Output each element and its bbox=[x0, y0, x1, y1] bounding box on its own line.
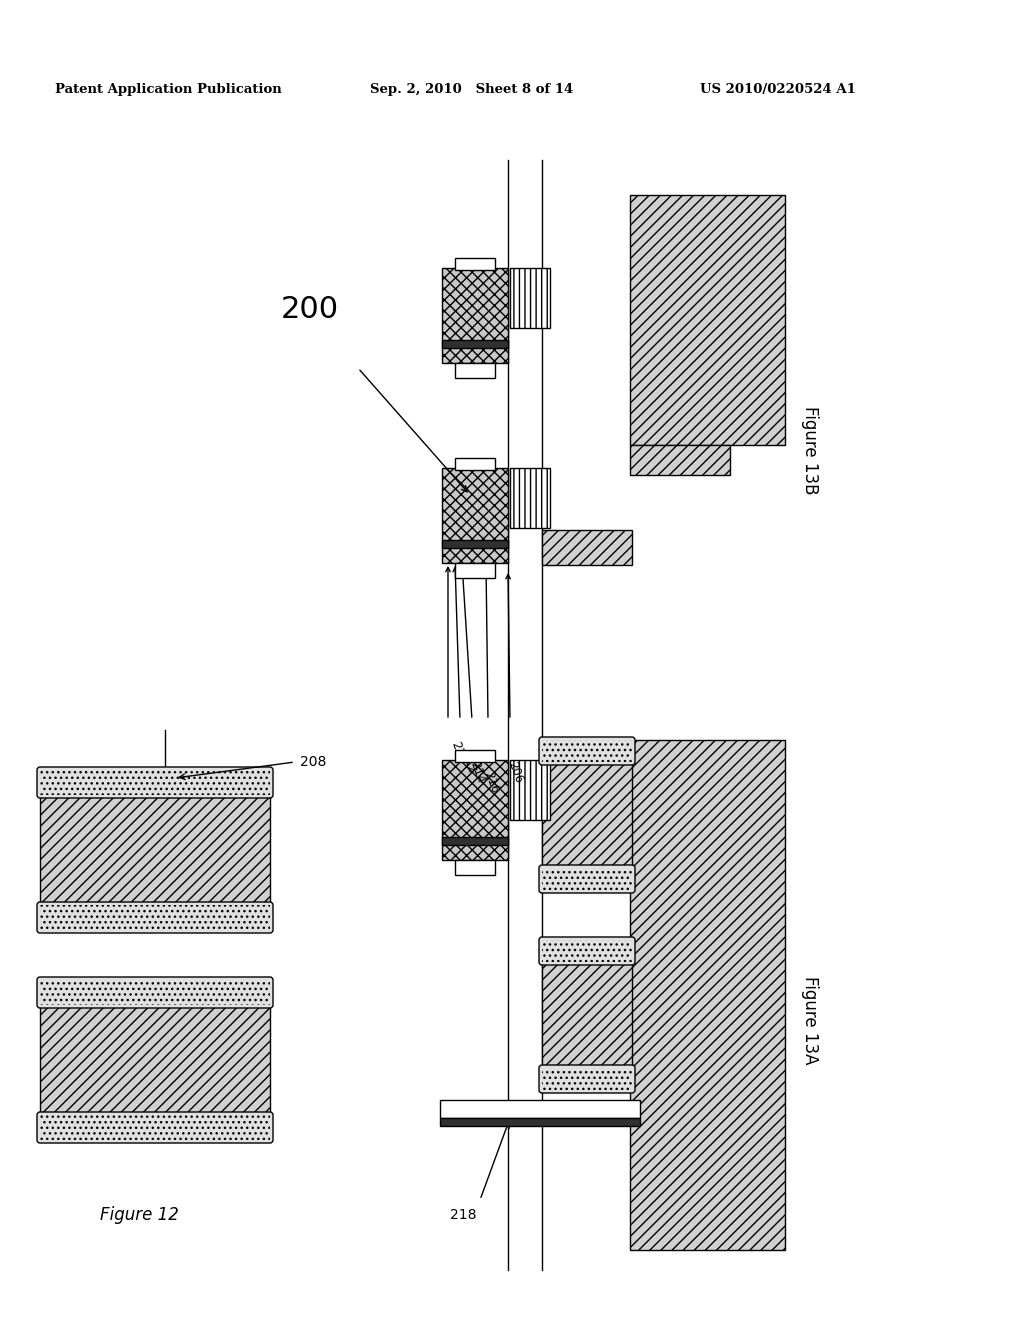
Text: 208: 208 bbox=[300, 755, 327, 770]
Text: 216: 216 bbox=[481, 770, 501, 796]
Bar bbox=[40, 906, 270, 931]
Bar bbox=[455, 750, 495, 762]
Bar bbox=[40, 979, 270, 1005]
Bar bbox=[542, 762, 632, 869]
Text: 200: 200 bbox=[281, 296, 339, 325]
Bar bbox=[442, 540, 508, 548]
Text: 206: 206 bbox=[505, 760, 525, 785]
Text: 214: 214 bbox=[467, 760, 486, 785]
Text: Figure 13A: Figure 13A bbox=[801, 975, 819, 1064]
Text: 212: 212 bbox=[458, 750, 478, 776]
FancyBboxPatch shape bbox=[37, 767, 273, 799]
Bar bbox=[442, 469, 508, 564]
FancyBboxPatch shape bbox=[539, 1065, 635, 1093]
Bar bbox=[630, 445, 730, 475]
Bar bbox=[40, 1115, 270, 1140]
Bar bbox=[510, 469, 550, 528]
Bar bbox=[442, 268, 508, 363]
Bar bbox=[542, 962, 632, 1068]
FancyBboxPatch shape bbox=[539, 865, 635, 894]
Bar bbox=[442, 341, 508, 348]
Text: US 2010/0220524 A1: US 2010/0220524 A1 bbox=[700, 83, 856, 96]
Text: 218: 218 bbox=[450, 1208, 476, 1222]
Bar bbox=[542, 869, 632, 890]
Bar bbox=[455, 458, 495, 470]
Bar bbox=[40, 1005, 270, 1115]
Text: Figure 13B: Figure 13B bbox=[801, 405, 819, 494]
Text: Figure 12: Figure 12 bbox=[100, 1206, 179, 1224]
Bar bbox=[630, 741, 785, 1250]
Bar bbox=[40, 770, 270, 795]
FancyBboxPatch shape bbox=[539, 737, 635, 766]
Bar bbox=[442, 760, 508, 861]
Bar bbox=[542, 531, 632, 565]
Bar bbox=[542, 940, 632, 962]
Bar bbox=[455, 564, 495, 578]
Bar bbox=[455, 257, 495, 271]
Bar bbox=[630, 195, 785, 445]
FancyBboxPatch shape bbox=[37, 1111, 273, 1143]
Bar bbox=[442, 837, 508, 845]
Bar bbox=[455, 363, 495, 378]
Bar bbox=[455, 861, 495, 875]
Bar bbox=[510, 760, 550, 820]
Bar bbox=[542, 741, 632, 762]
Bar bbox=[40, 795, 270, 906]
Bar bbox=[510, 268, 550, 327]
Bar bbox=[542, 1068, 632, 1090]
Text: Sep. 2, 2010   Sheet 8 of 14: Sep. 2, 2010 Sheet 8 of 14 bbox=[370, 83, 573, 96]
FancyBboxPatch shape bbox=[37, 902, 273, 933]
FancyBboxPatch shape bbox=[539, 937, 635, 965]
Bar bbox=[440, 1100, 640, 1118]
Bar bbox=[440, 1118, 640, 1126]
Text: 210: 210 bbox=[449, 741, 468, 766]
FancyBboxPatch shape bbox=[37, 977, 273, 1008]
Text: Patent Application Publication: Patent Application Publication bbox=[55, 83, 282, 96]
